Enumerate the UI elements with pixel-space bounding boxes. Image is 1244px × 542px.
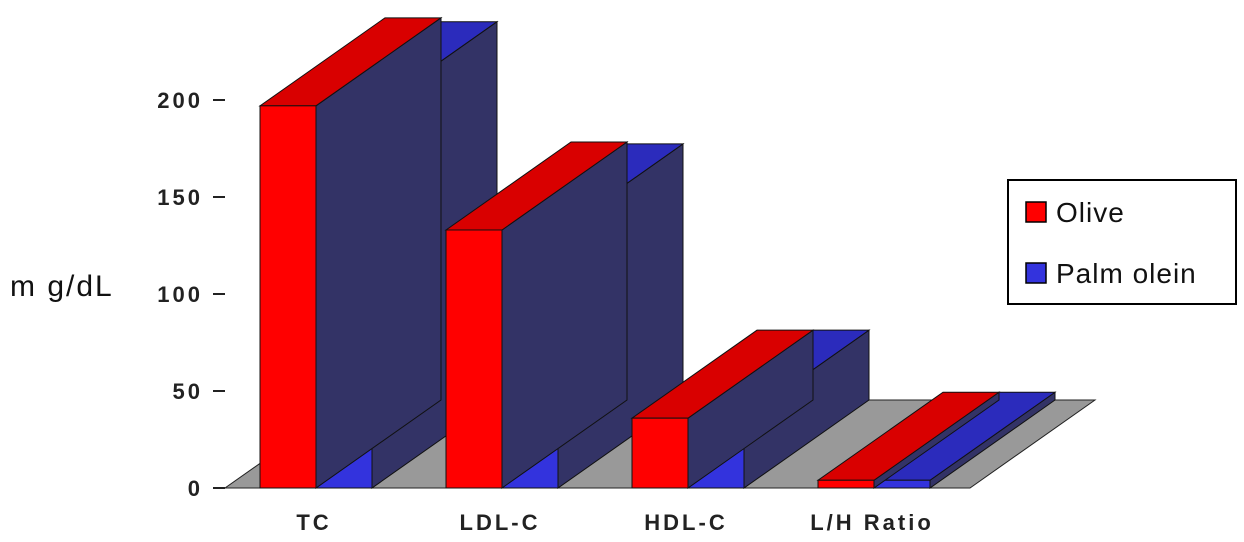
legend-label-olive: Olive [1056,197,1125,228]
y-axis-label: m g/dL [10,270,114,303]
legend-swatch-palm-olein [1025,262,1047,284]
bars [258,16,1057,489]
bar-hdl-c-olive [631,417,689,489]
x-tick-label: L/H Ratio [810,510,934,535]
y-tick-label: 150 [157,185,203,210]
legend: Olive Palm olein [1007,179,1237,305]
bar-tc-olive [259,105,317,489]
legend-swatch-olive [1025,201,1047,223]
y-tick-label: 50 [173,379,203,404]
x-tick-label: LDL-C [460,510,541,535]
legend-label-palm-olein: Palm olein [1056,258,1197,289]
x-axis-labels: TC LDL-C HDL-C L/H Ratio [296,510,934,535]
bar-ldl-c-olive [445,229,503,489]
x-tick-label: TC [296,510,331,535]
x-tick-label: HDL-C [644,510,727,535]
legend-box [1007,179,1237,305]
y-axis: 0 50 100 150 200 [157,88,225,501]
y-tick-label: 200 [157,88,203,113]
y-tick-label: 0 [188,476,203,501]
bar-l-h-ratio-olive [817,479,875,489]
y-tick-label: 100 [157,282,203,307]
